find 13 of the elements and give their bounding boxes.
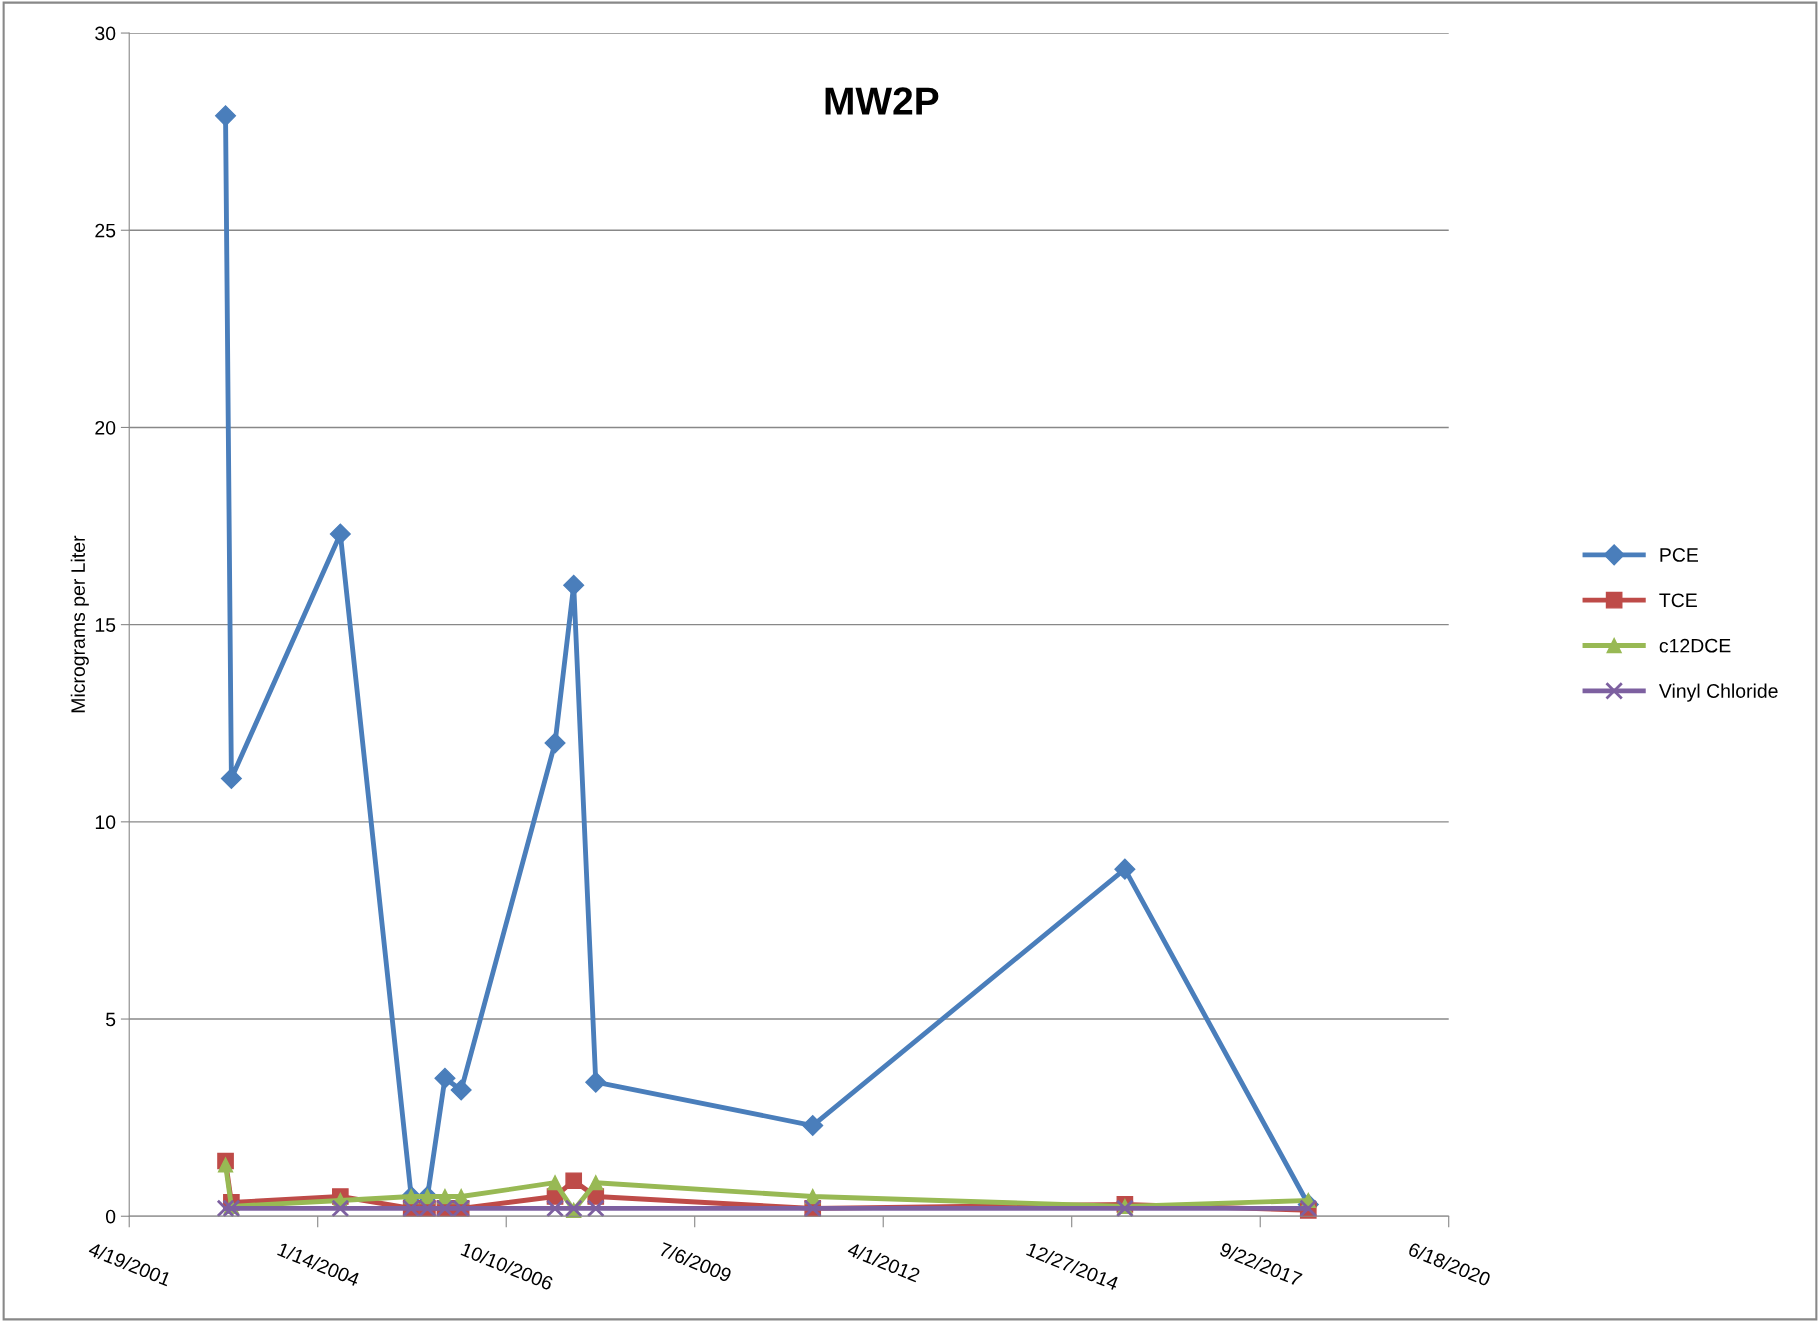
legend-label: TCE <box>1659 593 1697 608</box>
y-tick-label: 5 <box>105 1012 116 1027</box>
y-axis-title: Micrograms per Liter <box>70 535 89 713</box>
y-tick-label: 30 <box>95 26 116 41</box>
text: MW2P <box>825 87 939 115</box>
legend-label: Vinyl Chloride <box>1658 683 1778 702</box>
y-tick-label: 15 <box>95 618 116 632</box>
y-tick-label: 0 <box>105 1209 116 1224</box>
y-tick-label: 25 <box>95 223 116 238</box>
y-tick-label: 10 <box>95 815 116 830</box>
legend-label: c12DCE <box>1659 638 1731 653</box>
y-tick-label: 20 <box>95 420 116 435</box>
legend-label: PCE <box>1660 548 1699 562</box>
